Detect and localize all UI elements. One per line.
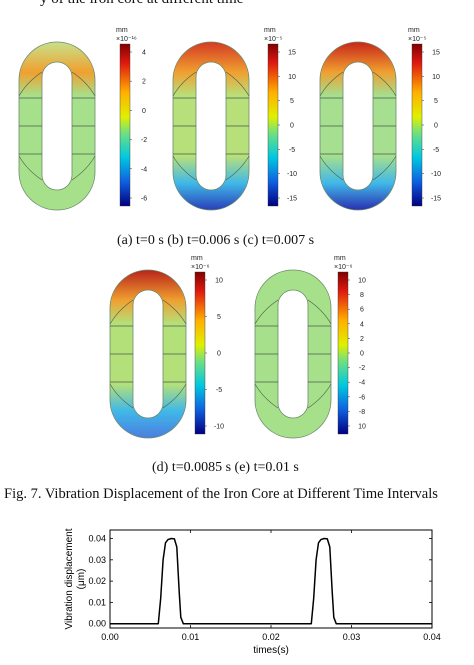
colorbar-tick: 2 (142, 79, 146, 86)
colorbar-tick: -4 (141, 166, 147, 173)
captions-row2: (d) t=0.0085 s (e) t=0.01 s (152, 460, 299, 475)
core-shape (319, 41, 397, 211)
series-line-0 (110, 537, 432, 625)
captions-row1: (a) t=0 s (b) t=0.006 s (c) t=0.007 s (117, 233, 315, 248)
plot-frame (109, 529, 433, 629)
colorbar-tick: -8 (359, 409, 365, 416)
y-tick-label: 0.01 (88, 597, 106, 607)
core-panel-c: mm ×10⁻⁵ 15 10 5 0 -5 -10 -15 (319, 27, 441, 211)
colorbar-tick: 5 (290, 98, 294, 105)
colorbar-tick: 8 (360, 292, 364, 299)
core-panel-e: mm ×10⁻⁶ 10 8 6 4 2 0 -2 -4 -6 -8 10 (254, 255, 366, 439)
colorbar-tick: -4 (359, 380, 365, 387)
core-panel-d: mm ×10⁻⁶ 10 5 0 -5 -10 (109, 255, 224, 439)
colorbar-tick: 5 (434, 98, 438, 105)
colorbar (194, 271, 206, 435)
colorbar-unit: mm (408, 27, 420, 34)
colorbar-tick: 15 (432, 50, 440, 57)
colorbar-tick: 4 (360, 321, 364, 328)
top-text-fragment: y of the iron core at different time (40, 0, 243, 8)
y-tick-label: 0.02 (88, 576, 106, 586)
x-axis-label: times(s) (253, 645, 289, 656)
colorbar-tick: -6 (359, 394, 365, 401)
core-panel-b: mm ×10⁻⁵ 15 10 5 0 -5 -10 -15 (172, 27, 297, 211)
x-tick-label: 0.04 (423, 632, 441, 642)
colorbar-tick: -10 (214, 424, 224, 431)
core-shape (18, 41, 96, 211)
colorbar-tick: -6 (141, 196, 147, 203)
colorbar-tick: 6 (360, 307, 364, 314)
colorbar (267, 43, 279, 207)
colorbar-scale: ×10⁻⁶ (191, 264, 210, 271)
colorbar-unit: mm (264, 27, 276, 34)
colorbar (119, 43, 131, 207)
colorbar-tick: 0 (290, 123, 294, 130)
y-tick-label: 0.04 (88, 534, 106, 544)
colorbar-tick: 4 (142, 50, 146, 57)
colorbar-tick: -5 (289, 147, 295, 154)
colorbar-scale: ×10⁻¹⁶ (116, 36, 137, 43)
x-tick-label: 0.02 (262, 632, 280, 642)
colorbar-tick: 0 (142, 108, 146, 115)
y-tick-label: 0.00 (88, 619, 106, 629)
core-panel-a: mm ×10⁻¹⁶ 4 2 0 -2 -4 -6 (18, 27, 147, 211)
y-axis-label: Vibration displacement (64, 528, 75, 629)
colorbar (411, 43, 423, 207)
colorbar-tick: 15 (288, 50, 296, 57)
colorbar-tick: -2 (141, 137, 147, 144)
displacement-chart: 0.00 0.01 0.02 0.03 0.04 0.00 0.01 0.02 0.03 0.04… (64, 528, 441, 656)
core-shape (254, 269, 332, 439)
x-tick-label: 0.01 (182, 632, 200, 642)
colorbar-tick: 2 (360, 336, 364, 343)
colorbar-tick: 10 (358, 278, 366, 285)
colorbar-tick: -10 (431, 171, 441, 178)
colorbar-tick: 10 (288, 74, 296, 81)
colorbar-scale: ×10⁻⁵ (408, 36, 427, 43)
colorbar-scale: ×10⁻⁶ (334, 264, 353, 271)
colorbar (337, 271, 349, 435)
colorbar-unit: mm (334, 255, 346, 262)
colorbar-tick: 10 (215, 278, 223, 285)
y-tick-label: 0.03 (88, 555, 106, 565)
core-shape (109, 269, 187, 439)
x-tick-label: 0.03 (343, 632, 361, 642)
colorbar-tick: -5 (216, 387, 222, 394)
colorbar-scale: ×10⁻⁵ (264, 36, 283, 43)
colorbar-tick: -15 (431, 196, 441, 203)
colorbar-unit: mm (116, 27, 128, 34)
core-shape (172, 41, 250, 211)
colorbar-tick: -2 (359, 365, 365, 372)
colorbar-tick: -10 (287, 171, 297, 178)
colorbar-tick: 10 (432, 74, 440, 81)
colorbar-tick: 0 (360, 351, 364, 358)
colorbar-tick: 10 (358, 424, 366, 431)
core-figure: mm×10⁻¹⁶420-2-4-6mm×10⁻⁵151050-5-10-15mm… (18, 27, 441, 439)
y-axis-label-unit: (μm) (76, 569, 87, 590)
colorbar-tick: 0 (217, 351, 221, 358)
colorbar-tick: 0 (434, 123, 438, 130)
fig7-caption: Fig. 7. Vibration Displacement of the Ir… (4, 486, 438, 502)
colorbar-tick: -15 (287, 196, 297, 203)
colorbar-unit: mm (191, 255, 203, 262)
x-tick-label: 0.00 (101, 632, 119, 642)
colorbar-tick: -5 (433, 147, 439, 154)
colorbar-tick: 5 (217, 314, 221, 321)
